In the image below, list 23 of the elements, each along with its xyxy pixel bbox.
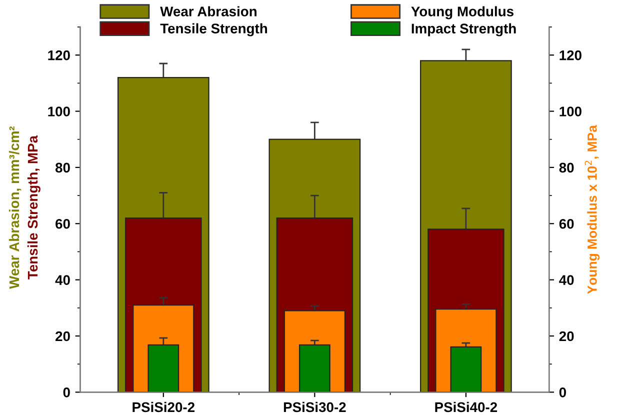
y2-tick-label: 80 bbox=[559, 162, 574, 173]
y2-tick-label: 120 bbox=[560, 50, 582, 60]
legend-label: Impact Strength bbox=[412, 23, 516, 36]
y-tick-label: 100 bbox=[48, 106, 70, 116]
y-tick-label: 0 bbox=[63, 388, 70, 398]
y2-tick-label: 0 bbox=[559, 388, 566, 398]
x-tick-label: PSiSi20-2 bbox=[132, 402, 195, 412]
x-tick-label: PSiSi40-2 bbox=[435, 402, 498, 412]
y2-axis-title: Young Modulus x 10$^{2}$, MPa bbox=[584, 124, 600, 294]
y2-tick-label: 100 bbox=[560, 106, 582, 116]
y-tick-label: 60 bbox=[56, 218, 70, 229]
y2-tick-label: 40 bbox=[559, 275, 574, 285]
y-tick-label: 40 bbox=[55, 275, 70, 285]
y2-tick-label: 20 bbox=[559, 331, 574, 342]
y-tick-label: 80 bbox=[55, 162, 70, 173]
legend-label: Tensile Strength bbox=[160, 23, 268, 36]
x-tick-label: PSiSi30-2 bbox=[284, 402, 346, 412]
y-axis-title: Wear Abrasion, mm³/cm² Tensile Strength, MPa bbox=[8, 126, 40, 289]
y-tick-label: 120 bbox=[48, 50, 70, 60]
legend-label: Young Modulus bbox=[411, 6, 514, 20]
y2-tick-label: 60 bbox=[559, 218, 574, 229]
y-tick-label: 20 bbox=[56, 331, 70, 342]
legend-label: Wear Abrasion bbox=[160, 6, 256, 16]
